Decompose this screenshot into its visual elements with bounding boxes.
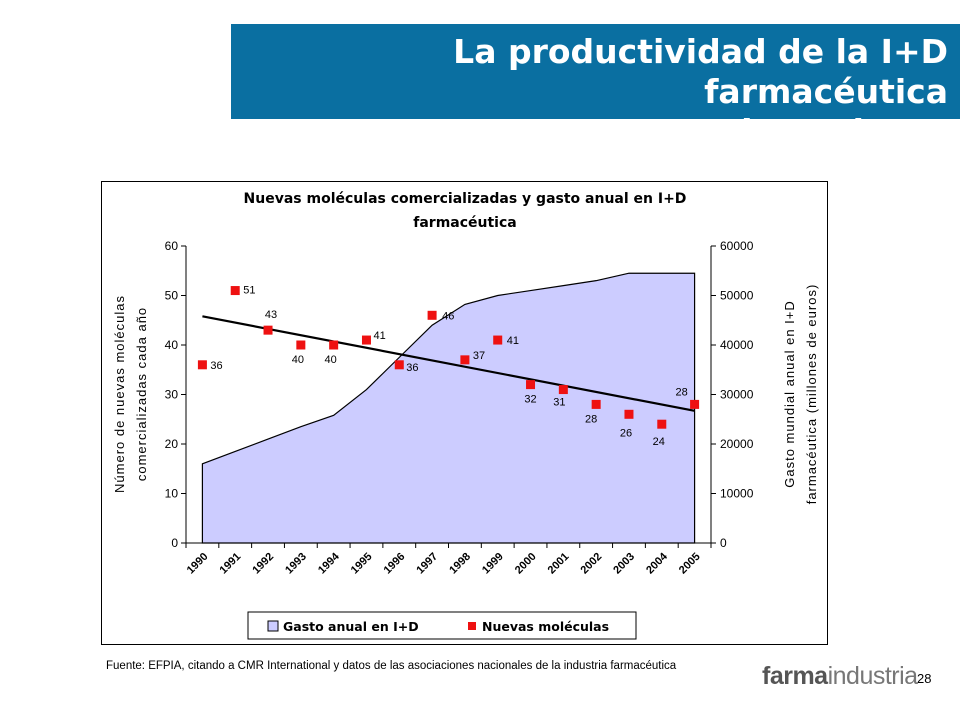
left-tick-label: 40 <box>165 338 179 352</box>
molecule-data-label: 32 <box>524 394 536 406</box>
molecule-point <box>361 335 371 345</box>
slide-title-line-1: La productividad de la I+D farmacéutica <box>453 32 948 111</box>
slide-title-line-2: es decreciente <box>675 112 948 151</box>
left-tick-label: 60 <box>165 239 179 253</box>
x-tick-label: 1997 <box>414 551 440 577</box>
right-tick-label: 50000 <box>720 289 754 303</box>
x-tick-label: 1995 <box>349 551 375 577</box>
source-note: Fuente: EFPIA, citando a CMR Internation… <box>106 660 677 672</box>
x-tick-label: 2001 <box>546 551 572 577</box>
molecule-data-label: 28 <box>675 386 687 398</box>
molecule-point <box>329 340 339 350</box>
legend-label-spending: Gasto anual en I+D <box>283 619 419 634</box>
x-tick-label: 1993 <box>283 551 309 577</box>
molecule-point <box>197 360 207 370</box>
molecule-point <box>460 355 470 365</box>
molecule-point <box>394 360 404 370</box>
molecule-data-label: 31 <box>553 397 565 409</box>
right-tick-label: 0 <box>720 536 727 550</box>
molecule-data-label: 26 <box>620 427 632 439</box>
molecule-point <box>296 340 306 350</box>
company-logo: farmaindustria <box>762 662 918 691</box>
x-tick-label: 1998 <box>447 551 473 577</box>
left-axis-title-line-1: Número de nuevas moléculas <box>112 295 127 493</box>
left-tick-label: 20 <box>165 437 179 451</box>
x-tick-label: 1990 <box>185 551 211 577</box>
x-tick-label: 1992 <box>250 551 276 577</box>
x-tick-label: 2000 <box>513 551 539 577</box>
left-axis-title-line-2: comercializadas cada año <box>134 307 149 481</box>
left-tick-label: 10 <box>165 487 179 501</box>
molecule-data-label: 41 <box>373 330 385 342</box>
right-tick-label: 60000 <box>720 239 754 253</box>
left-tick-label: 30 <box>165 388 179 402</box>
right-tick-label: 40000 <box>720 338 754 352</box>
molecule-point <box>591 399 601 409</box>
left-tick-label: 50 <box>165 289 179 303</box>
molecule-point <box>427 310 437 320</box>
molecule-data-label: 40 <box>292 354 304 366</box>
chart-frame: 0 10 20 30 40 50 60 0 10000 20000 30000 40000 50000 6… <box>101 181 828 645</box>
x-tick-label: 1999 <box>480 551 506 577</box>
molecule-data-label: 40 <box>325 354 337 366</box>
legend-label-molecules: Nuevas moléculas <box>482 619 609 634</box>
right-axis-title-line-1: Gasto mundial anual en I+D <box>782 300 797 488</box>
molecule-point <box>493 335 503 345</box>
logo-text-bold: farma <box>762 662 828 690</box>
left-tick-label: 0 <box>171 536 178 550</box>
molecule-point <box>526 380 536 390</box>
x-tick-label: 2002 <box>578 551 604 577</box>
molecule-data-label: 37 <box>473 350 485 362</box>
chart-legend: Gasto anual en I+D Nuevas moléculas <box>247 611 637 640</box>
molecule-point <box>230 286 240 296</box>
x-tick-label: 2005 <box>677 551 703 577</box>
molecule-point <box>558 385 568 395</box>
trendline <box>202 315 695 412</box>
molecule-data-label: 43 <box>265 309 277 321</box>
right-tick-label: 30000 <box>720 388 754 402</box>
x-tick-label: 2003 <box>611 551 637 577</box>
molecule-data-label: 28 <box>585 413 597 425</box>
spending-area <box>201 272 696 544</box>
x-tick-label: 1996 <box>382 551 408 577</box>
molecule-data-label: 46 <box>442 310 454 322</box>
molecule-point <box>690 399 700 409</box>
right-tick-label: 20000 <box>720 437 754 451</box>
molecule-data-label: 36 <box>406 362 418 374</box>
title-banner: La productividad de la I+D farmacéutica … <box>231 24 960 151</box>
chart-title-line-2: farmacéutica <box>413 215 516 231</box>
chart: 0 10 20 30 40 50 60 0 10000 20000 30000 40000 50000 6… <box>112 191 819 640</box>
molecule-data-label: 36 <box>210 360 222 372</box>
legend-swatch-spending <box>267 620 279 632</box>
molecule-data-label: 51 <box>243 285 255 297</box>
molecule-data-label: 24 <box>653 436 665 448</box>
logo-text-light: industria <box>827 662 919 690</box>
molecule-point <box>263 325 273 335</box>
molecule-data-label: 41 <box>507 335 519 347</box>
molecule-point <box>657 419 667 429</box>
legend-swatch-molecules <box>468 622 476 630</box>
right-axis-title-line-2: farmacéutica (millones de euros) <box>804 284 819 505</box>
x-tick-label: 1994 <box>316 550 342 576</box>
legend-box <box>247 611 637 640</box>
chart-title-line-1: Nuevas moléculas comercializadas y gasto… <box>244 191 687 207</box>
molecule-point <box>624 409 634 419</box>
x-tick-label: 2004 <box>644 550 670 576</box>
page-number: 28 <box>917 671 932 686</box>
x-tick-label: 1991 <box>218 551 244 577</box>
right-tick-label: 10000 <box>720 487 754 501</box>
